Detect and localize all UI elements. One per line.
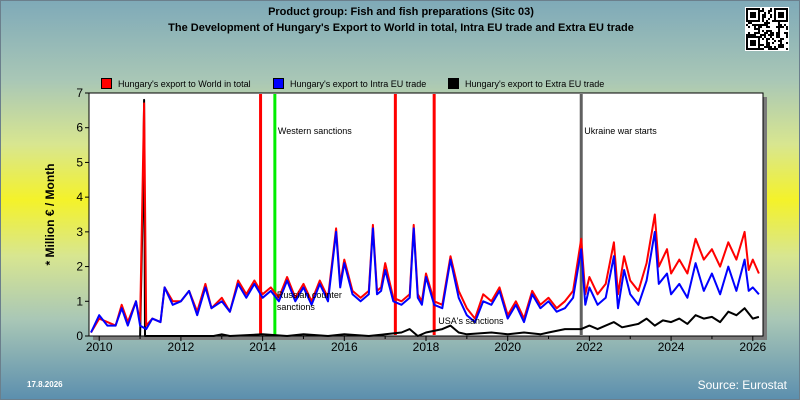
x-tick-label: 2026	[739, 340, 766, 354]
annotation-label: USA's sanctions	[438, 316, 504, 326]
y-tick-label: 3	[76, 225, 83, 239]
annotation-label: Russian counter	[277, 290, 342, 300]
x-tick-label: 2014	[249, 340, 276, 354]
series-line	[90, 227, 760, 333]
x-tick-label: 2020	[494, 340, 521, 354]
legend-swatch	[273, 78, 284, 89]
footer-source: Source: Eurostat	[697, 378, 787, 392]
annotation-label: sanctions	[277, 302, 316, 312]
legend-swatch	[101, 78, 112, 89]
y-tick-label: 6	[76, 121, 83, 135]
qr-pattern	[746, 8, 788, 50]
footer-date: 17.8.2026	[27, 380, 63, 389]
legend-swatch	[448, 78, 459, 89]
y-tick-label: 0	[76, 329, 83, 343]
series-line	[139, 98, 760, 337]
event-label: Western sanctions	[278, 126, 352, 136]
x-tick-label: 2022	[576, 340, 603, 354]
y-tick-label: 2	[76, 260, 83, 274]
legend-item: Hungary's export to Extra EU trade	[448, 77, 604, 91]
qr-code-icon	[745, 7, 789, 51]
legend-label: Hungary's export to Intra EU trade	[290, 79, 427, 89]
plot-background	[88, 92, 764, 337]
y-tick-label: 4	[76, 190, 83, 204]
x-tick-label: 2012	[168, 340, 195, 354]
legend-label: Hungary's export to World in total	[118, 79, 251, 89]
event-label: Ukraine war starts	[584, 126, 657, 136]
legend-label: Hungary's export to Extra EU trade	[465, 79, 605, 89]
x-tick-label: 2024	[658, 340, 685, 354]
legend-item: Hungary's export to Intra EU trade	[273, 77, 426, 91]
x-tick-label: 2016	[331, 340, 358, 354]
legend-item: Hungary's export to World in total	[101, 77, 251, 91]
x-tick-label: 2010	[86, 340, 113, 354]
y-tick-label: 7	[76, 86, 83, 100]
chart-title: Product group: Fish and fish preparation…	[268, 6, 534, 18]
y-axis-label: * Million € / Month	[43, 164, 57, 266]
x-tick-label: 2018	[413, 340, 440, 354]
chart-subtitle: The Development of Hungary's Export to W…	[168, 22, 634, 34]
y-tick-label: 1	[76, 294, 83, 308]
y-tick-label: 5	[76, 155, 83, 169]
